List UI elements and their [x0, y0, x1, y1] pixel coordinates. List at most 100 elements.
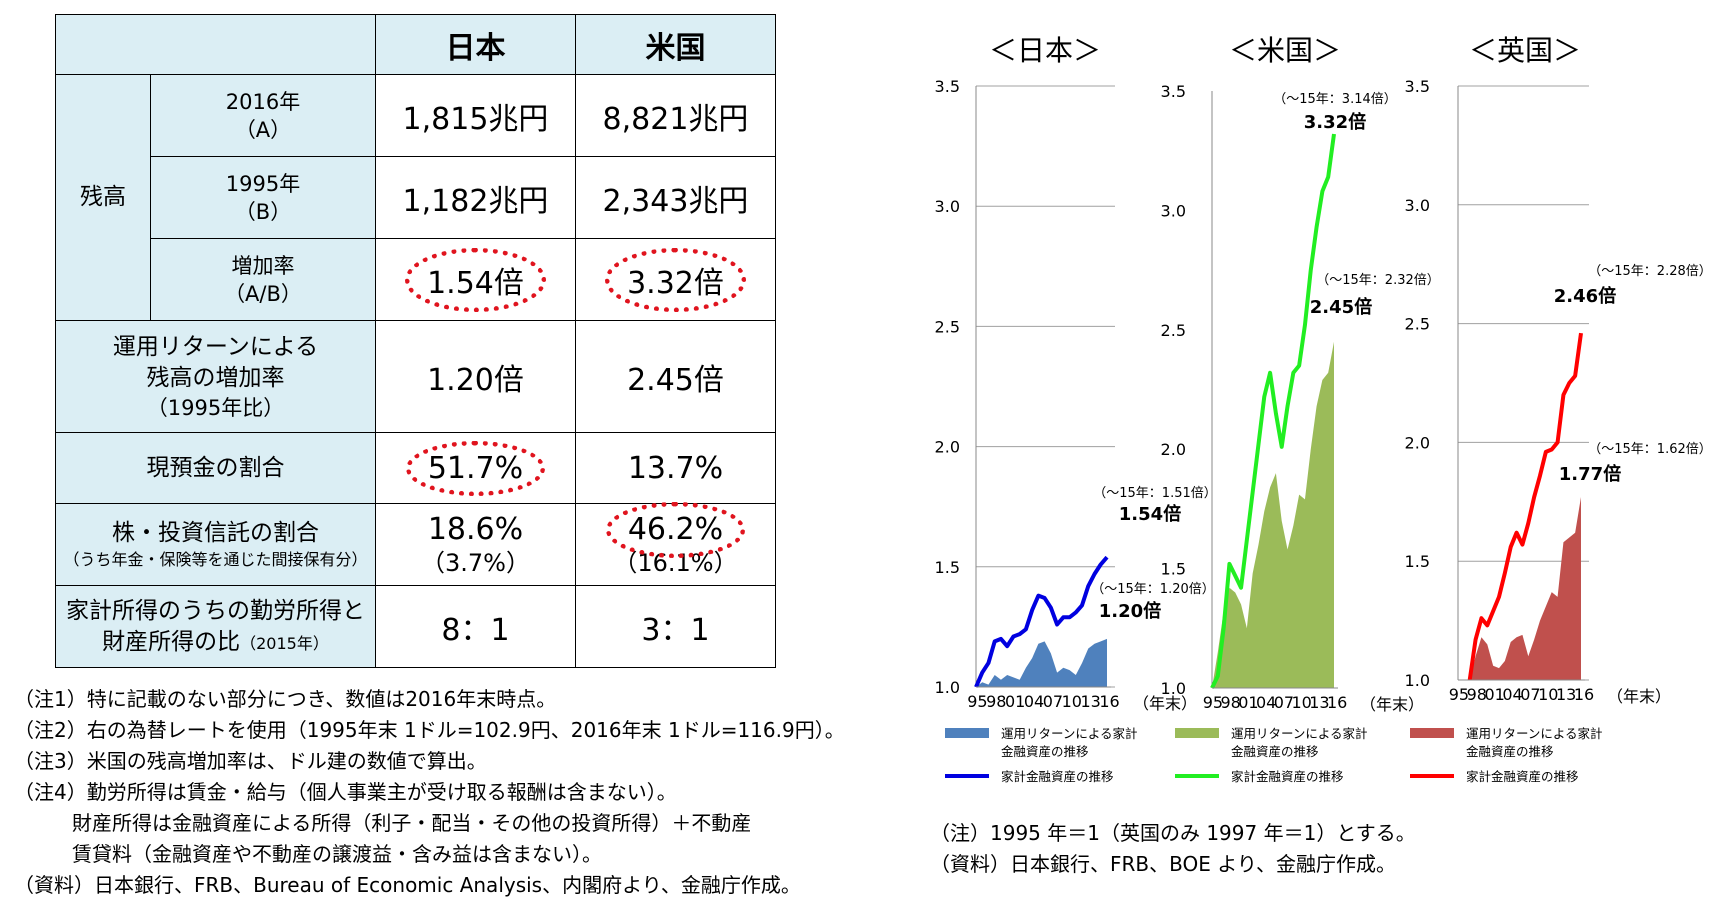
- y-tick-label: 3.0: [935, 197, 960, 216]
- us-growth-value: 3.32倍: [575, 238, 776, 321]
- line-series: [1210, 133, 1336, 689]
- note-line: （資料）日本銀行、FRB、BOE より、金融庁作成。: [930, 852, 1397, 876]
- japan-2016-value: 1,815兆円: [375, 74, 576, 157]
- y-tick-label: 3.5: [1405, 77, 1430, 96]
- table-row: 増加率 （A/B） 1.54倍 3.32倍: [56, 238, 776, 321]
- circled-highlight: 3.32倍: [605, 247, 746, 312]
- y-tick-label: 3.5: [935, 77, 960, 96]
- x-tick-label: 16: [1327, 693, 1347, 712]
- japan-growth-value: 1.54倍: [375, 238, 576, 321]
- legend-line-label: 家計金融資産の推移: [1231, 769, 1344, 784]
- note-line: 財産所得は金融資産による所得（利子・配当・その他の投資所得）＋不動産: [72, 811, 752, 835]
- legend-area-label: 運用リターンによる家計: [1231, 726, 1368, 741]
- x-tick-label: 98: [986, 692, 1006, 711]
- us-income-ratio-value: 3：1: [575, 585, 776, 668]
- x-tick-label: 95: [967, 692, 987, 711]
- data-annotation: 1.54倍: [1119, 503, 1181, 525]
- x-tick-label: 10: [1291, 693, 1311, 712]
- legend-area-label: 運用リターンによる家計: [1001, 726, 1138, 741]
- y-tick-label: 1.5: [1405, 552, 1430, 571]
- data-annotation: （～15年：2.28倍）: [1588, 264, 1712, 279]
- x-tick-label: 01: [1005, 692, 1025, 711]
- y-tick-label: 1.0: [1405, 671, 1430, 690]
- data-annotation: 2.46倍: [1554, 285, 1616, 307]
- us-1995-value: 2,343兆円: [575, 156, 776, 239]
- area-series: [1212, 341, 1334, 688]
- circled-highlight: 51.7%: [405, 440, 546, 496]
- us-return-growth-value: 2.45倍: [575, 320, 776, 433]
- legend-area-label: 金融資産の推移: [1001, 744, 1089, 759]
- x-tick-label: 04: [1024, 692, 1044, 711]
- data-annotation: 3.32倍: [1304, 111, 1366, 133]
- us-cash-share-value: 13.7%: [575, 432, 776, 504]
- legend-area-swatch: [945, 728, 989, 738]
- note-line: （注4）勤労所得は賃金・給与（個人事業主が受け取る報酬は含まない）。: [14, 780, 677, 804]
- japan-income-ratio-value: 8：1: [375, 585, 576, 668]
- x-unit-label: （年末）: [1133, 694, 1197, 713]
- data-annotation: （～15年：1.62倍）: [1588, 442, 1712, 457]
- row-label-income-ratio: 家計所得のうちの勤労所得と 財産所得の比（2015年）: [55, 585, 376, 668]
- y-tick-label: 3.0: [1161, 201, 1186, 220]
- row-label-cash-share: 現預金の割合: [55, 432, 376, 504]
- table-header-row: 日本 米国: [55, 14, 776, 75]
- note-line: （注1）特に記載のない部分につき、数値は2016年末時点。: [14, 687, 557, 711]
- col-header-us: 米国: [575, 14, 776, 75]
- row-label-equity-share: 株・投資信託の割合 （うち年金・保険等を通じた間接保有分）: [55, 503, 376, 586]
- y-tick-label: 1.5: [935, 558, 960, 577]
- header-blank-cell: [55, 14, 376, 75]
- x-tick-label: 16: [1574, 685, 1594, 704]
- x-tick-label: 04: [1256, 693, 1276, 712]
- y-tick-label: 2.5: [935, 317, 960, 336]
- legend-line-label: 家計金融資産の推移: [1001, 769, 1114, 784]
- y-tick-label: 2.0: [1405, 433, 1430, 452]
- x-unit-label: （年末）: [1360, 695, 1424, 714]
- x-tick-label: 95: [1449, 685, 1469, 704]
- x-tick-label: 04: [1502, 685, 1522, 704]
- data-annotation: （～15年：2.32倍）: [1316, 273, 1440, 288]
- japan-1995-value: 1,182兆円: [375, 156, 576, 239]
- y-tick-label: 3.5: [1161, 82, 1186, 101]
- x-unit-label: （年末）: [1607, 687, 1671, 706]
- row-label-return-growth: 運用リターンによる 残高の増加率 （1995年比）: [55, 320, 376, 433]
- japan-equity-share-value: 18.6% （3.7%）: [375, 503, 576, 586]
- line-series: [1467, 332, 1583, 681]
- us-2016-value: 8,821兆円: [575, 74, 776, 157]
- x-tick-label: 13: [1081, 692, 1101, 711]
- chart-title: ＜英国＞: [1469, 34, 1581, 67]
- comparison-table: 日本 米国 残高 2016年 （A） 1,815兆円 8,821兆円 1995年…: [55, 14, 776, 668]
- x-tick-label: 98: [1220, 693, 1240, 712]
- x-tick-label: 07: [1274, 693, 1294, 712]
- x-tick-label: 16: [1099, 692, 1119, 711]
- data-annotation: （～15年：1.20倍）: [1091, 582, 1215, 597]
- table-notes: （注1）特に記載のない部分につき、数値は2016年末時点。 （注2）右の為替レー…: [14, 684, 845, 901]
- note-line: （資料）日本銀行、FRB、Bureau of Economic Analysis…: [14, 873, 801, 897]
- row-label-2016: 2016年 （A）: [150, 74, 376, 157]
- y-tick-label: 2.0: [1161, 440, 1186, 459]
- x-tick-label: 10: [1062, 692, 1082, 711]
- note-line: （注3）米国の残高増加率は、ドル建の数値で算出。: [14, 749, 487, 773]
- line-series: [974, 555, 1109, 688]
- table-row: 家計所得のうちの勤労所得と 財産所得の比（2015年） 8：1 3：1: [55, 585, 776, 668]
- y-tick-label: 1.5: [1161, 560, 1186, 579]
- area-series: [1469, 497, 1581, 680]
- note-line: （注）1995 年＝1（英国のみ 1997 年＝1）とする。: [930, 821, 1416, 845]
- japan-cash-share-value: 51.7%: [375, 432, 576, 504]
- balance-label: 残高: [55, 74, 151, 321]
- legend-area-swatch: [1410, 728, 1454, 738]
- area-series: [976, 638, 1107, 687]
- table-row: 現預金の割合 51.7% 13.7%: [55, 432, 776, 504]
- legend-area-swatch: [1175, 728, 1219, 738]
- table-row: 1995年 （B） 1,182兆円 2,343兆円: [56, 156, 776, 239]
- y-tick-label: 2.0: [935, 438, 960, 457]
- chart-title: ＜日本＞: [989, 34, 1101, 67]
- data-annotation: 2.45倍: [1310, 296, 1372, 318]
- data-annotation: 1.20倍: [1099, 600, 1161, 622]
- y-tick-label: 1.0: [1161, 679, 1186, 698]
- x-tick-label: 13: [1309, 693, 1329, 712]
- x-tick-label: 98: [1467, 685, 1487, 704]
- circled-highlight: 46.2%: [605, 501, 746, 558]
- y-tick-label: 3.0: [1405, 196, 1430, 215]
- note-line: （注2）右の為替レートを使用（1995年末 1ドル=102.9円、2016年末 …: [14, 718, 845, 742]
- legend-area-label: 運用リターンによる家計: [1466, 726, 1603, 741]
- y-tick-label: 1.0: [935, 678, 960, 697]
